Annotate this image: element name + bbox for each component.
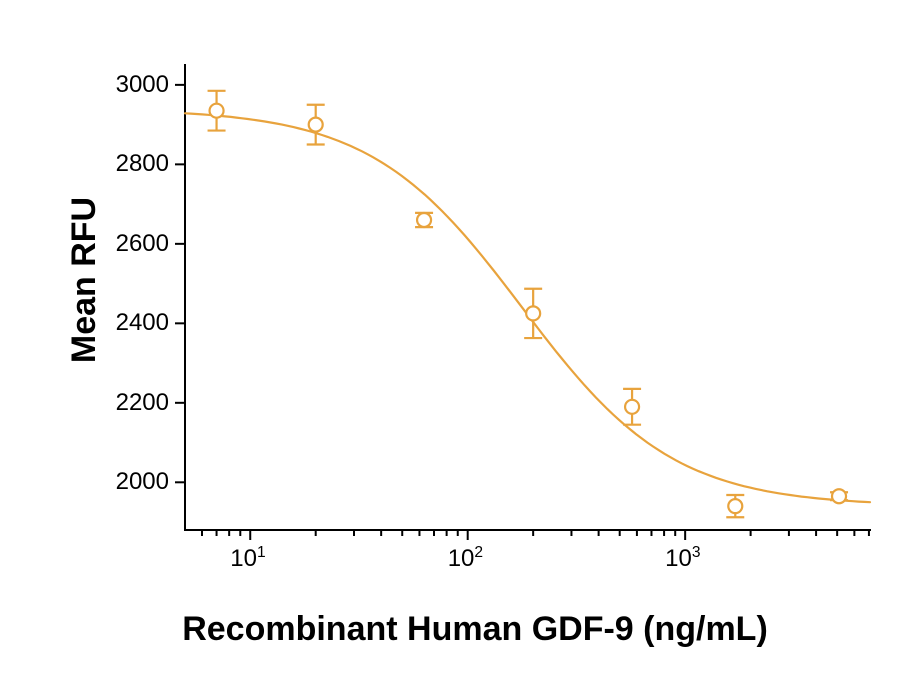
y-tick-label: 3000 [116,71,169,99]
y-tick-label: 2000 [116,468,169,496]
x-tick-label: 101 [230,544,265,573]
y-tick-label: 2200 [116,389,169,417]
y-tick-label: 2400 [116,309,169,337]
y-tick-label: 2800 [116,150,169,178]
x-tick-label: 102 [448,544,483,573]
chart-container: Mean RFU Recombinant Human GDF-9 (ng/mL)… [0,0,913,686]
x-tick-label: 103 [665,544,700,573]
y-tick-label: 2600 [116,230,169,258]
dose-response-chart [0,0,913,686]
